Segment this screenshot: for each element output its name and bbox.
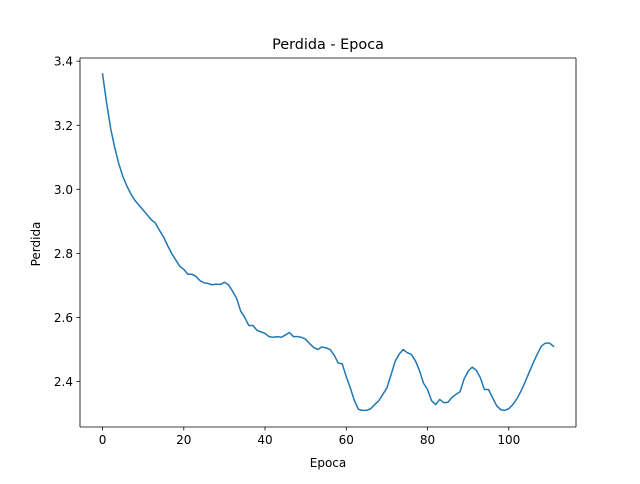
- y-tick-label: 3.0: [54, 183, 73, 197]
- x-tick-label: 60: [339, 433, 354, 447]
- plot-area: 0 20 40 60 80 100 2.4 2.6 2.8 3.0 3.2 3.4: [54, 55, 577, 447]
- chart-title: Perdida - Epoca: [272, 37, 384, 53]
- x-tick-label: 80: [420, 433, 435, 447]
- x-tick-label: 100: [497, 433, 520, 447]
- y-tick-label: 3.4: [54, 55, 73, 69]
- x-tick-label: 20: [176, 433, 191, 447]
- y-tick-label: 2.6: [54, 311, 73, 325]
- x-tick-label: 40: [257, 433, 272, 447]
- x-axis-label: Epoca: [310, 456, 347, 470]
- y-tick-label: 2.4: [54, 375, 73, 389]
- series-line-1: [101, 73, 555, 412]
- x-tick-label: 0: [99, 433, 107, 447]
- y-tick-label: 2.8: [54, 247, 73, 261]
- y-axis-label: Perdida: [29, 222, 43, 267]
- y-tick-label: 3.2: [54, 119, 73, 133]
